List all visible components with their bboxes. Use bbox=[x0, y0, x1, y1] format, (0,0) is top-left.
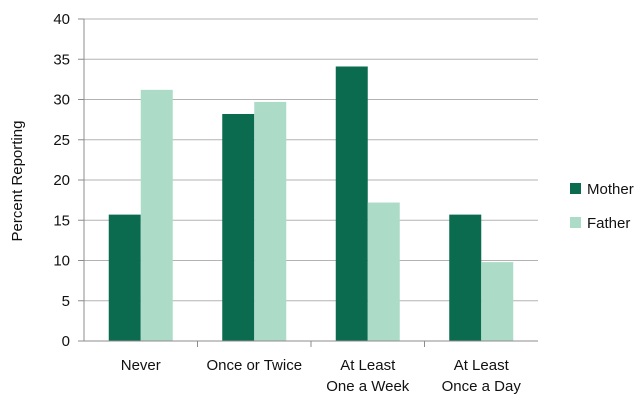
legend: Mother Father bbox=[570, 181, 634, 232]
bar-father-3 bbox=[367, 202, 400, 341]
y-tick-label: 40 bbox=[53, 11, 70, 28]
legend-label-mother: Mother bbox=[587, 181, 634, 198]
x-category-label: Once or Twice bbox=[206, 357, 302, 374]
y-tick-label: 10 bbox=[53, 253, 70, 270]
y-tick-label: 0 bbox=[62, 333, 70, 350]
legend-label-father: Father bbox=[587, 215, 630, 232]
bar-father-1 bbox=[140, 89, 173, 341]
bar-mother-4 bbox=[449, 214, 482, 341]
bars bbox=[108, 66, 514, 342]
x-category-label: At Least bbox=[340, 357, 396, 374]
y-tick-label: 5 bbox=[62, 293, 70, 310]
y-axis-title: Percent Reporting bbox=[9, 121, 26, 242]
bar-father-4 bbox=[481, 262, 514, 341]
bar-mother-3 bbox=[335, 66, 368, 342]
bar-mother-1 bbox=[108, 214, 141, 341]
axes bbox=[78, 18, 538, 347]
axis-labels: 0 5 10 15 20 25 30 35 40 Never Once or Twice At Lea… bbox=[53, 11, 521, 395]
x-category-label: Once a Day bbox=[442, 378, 522, 395]
y-tick-label: 20 bbox=[53, 172, 70, 189]
x-category-label: Never bbox=[121, 357, 161, 374]
legend-swatch-father bbox=[570, 217, 581, 228]
y-tick-label: 25 bbox=[53, 132, 70, 149]
x-category-label: One a Week bbox=[326, 378, 410, 395]
y-tick-label: 30 bbox=[53, 92, 70, 109]
y-tick-label: 35 bbox=[53, 51, 70, 68]
y-tick-label: 15 bbox=[53, 212, 70, 229]
x-category-label: At Least bbox=[454, 357, 510, 374]
bar-father-2 bbox=[254, 101, 287, 341]
legend-swatch-mother bbox=[570, 183, 581, 194]
bar-mother-2 bbox=[222, 113, 255, 342]
